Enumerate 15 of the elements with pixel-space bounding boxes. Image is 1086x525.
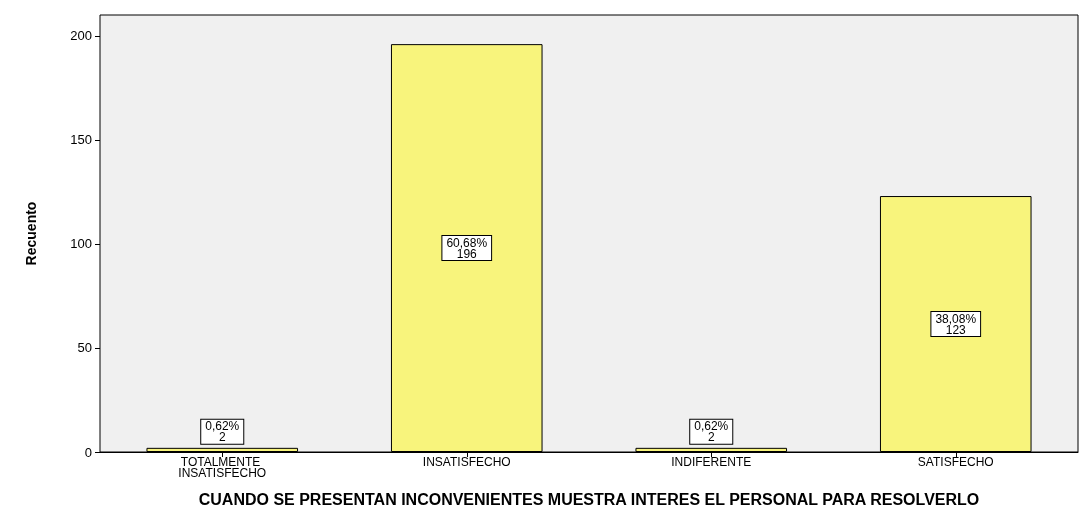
- y-tick-label: 50: [77, 340, 92, 356]
- data-label: 60,68% 196: [446, 235, 488, 261]
- x-tick-label: TOTALMENTE INSATISFECHO: [178, 454, 267, 480]
- x-axis-title: CUANDO SE PRESENTAN INCONVENIENTES MUESTRA INTERES EL PERSONAL PARA RESOLVERLO: [198, 490, 980, 508]
- y-tick-label: 100: [70, 236, 92, 252]
- x-tick-label: INSATISFECHO: [422, 454, 511, 469]
- y-tick-label: 200: [70, 28, 92, 44]
- data-label: 38,08% 123: [935, 311, 977, 337]
- y-tick-label: 150: [70, 132, 92, 148]
- x-tick-label: SATISFECHO: [917, 454, 994, 469]
- x-tick-label: INDIFERENTE: [671, 454, 752, 469]
- y-tick-label: 0: [84, 444, 92, 460]
- data-label: 0,62% 2: [205, 419, 240, 445]
- data-label: 0,62% 2: [694, 419, 729, 445]
- y-axis-title: Recuento: [23, 201, 39, 266]
